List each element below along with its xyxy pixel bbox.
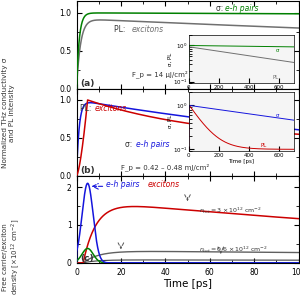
Text: excitons: excitons	[148, 180, 180, 189]
Text: F_p = 0.42 – 0.48 mJ/cm²: F_p = 0.42 – 0.48 mJ/cm²	[121, 164, 209, 171]
Text: excitons: excitons	[132, 25, 164, 34]
Text: σ:: σ:	[125, 140, 135, 149]
Text: Free carrier/exciton
density [×10$^{12}$ cm$^{-2}$]: Free carrier/exciton density [×10$^{12}$…	[2, 219, 22, 295]
Text: PL:: PL:	[80, 104, 94, 113]
Text: (a): (a)	[80, 79, 94, 88]
Text: (b): (b)	[80, 166, 94, 175]
Text: F_p = 14 μJ/cm²: F_p = 14 μJ/cm²	[132, 70, 188, 78]
Text: $n_{tot}$$=0.6\times10^{12}$ cm$^{-2}$: $n_{tot}$$=0.6\times10^{12}$ cm$^{-2}$	[199, 245, 267, 255]
Text: (c): (c)	[80, 254, 94, 263]
X-axis label: Time [ps]: Time [ps]	[163, 279, 212, 290]
Text: σ:: σ:	[216, 4, 228, 12]
Text: e-h pairs: e-h pairs	[136, 140, 170, 149]
Text: e-h pairs: e-h pairs	[106, 180, 140, 189]
Text: excitons: excitons	[94, 104, 126, 113]
Text: e-h pairs: e-h pairs	[225, 4, 259, 12]
Text: $n_{tot}$$=3\times10^{12}$ cm$^{-2}$: $n_{tot}$$=3\times10^{12}$ cm$^{-2}$	[199, 206, 261, 216]
Text: Normalized THz conductivity σ
and PL intensity: Normalized THz conductivity σ and PL int…	[2, 58, 14, 168]
Text: PL:: PL:	[114, 25, 128, 34]
